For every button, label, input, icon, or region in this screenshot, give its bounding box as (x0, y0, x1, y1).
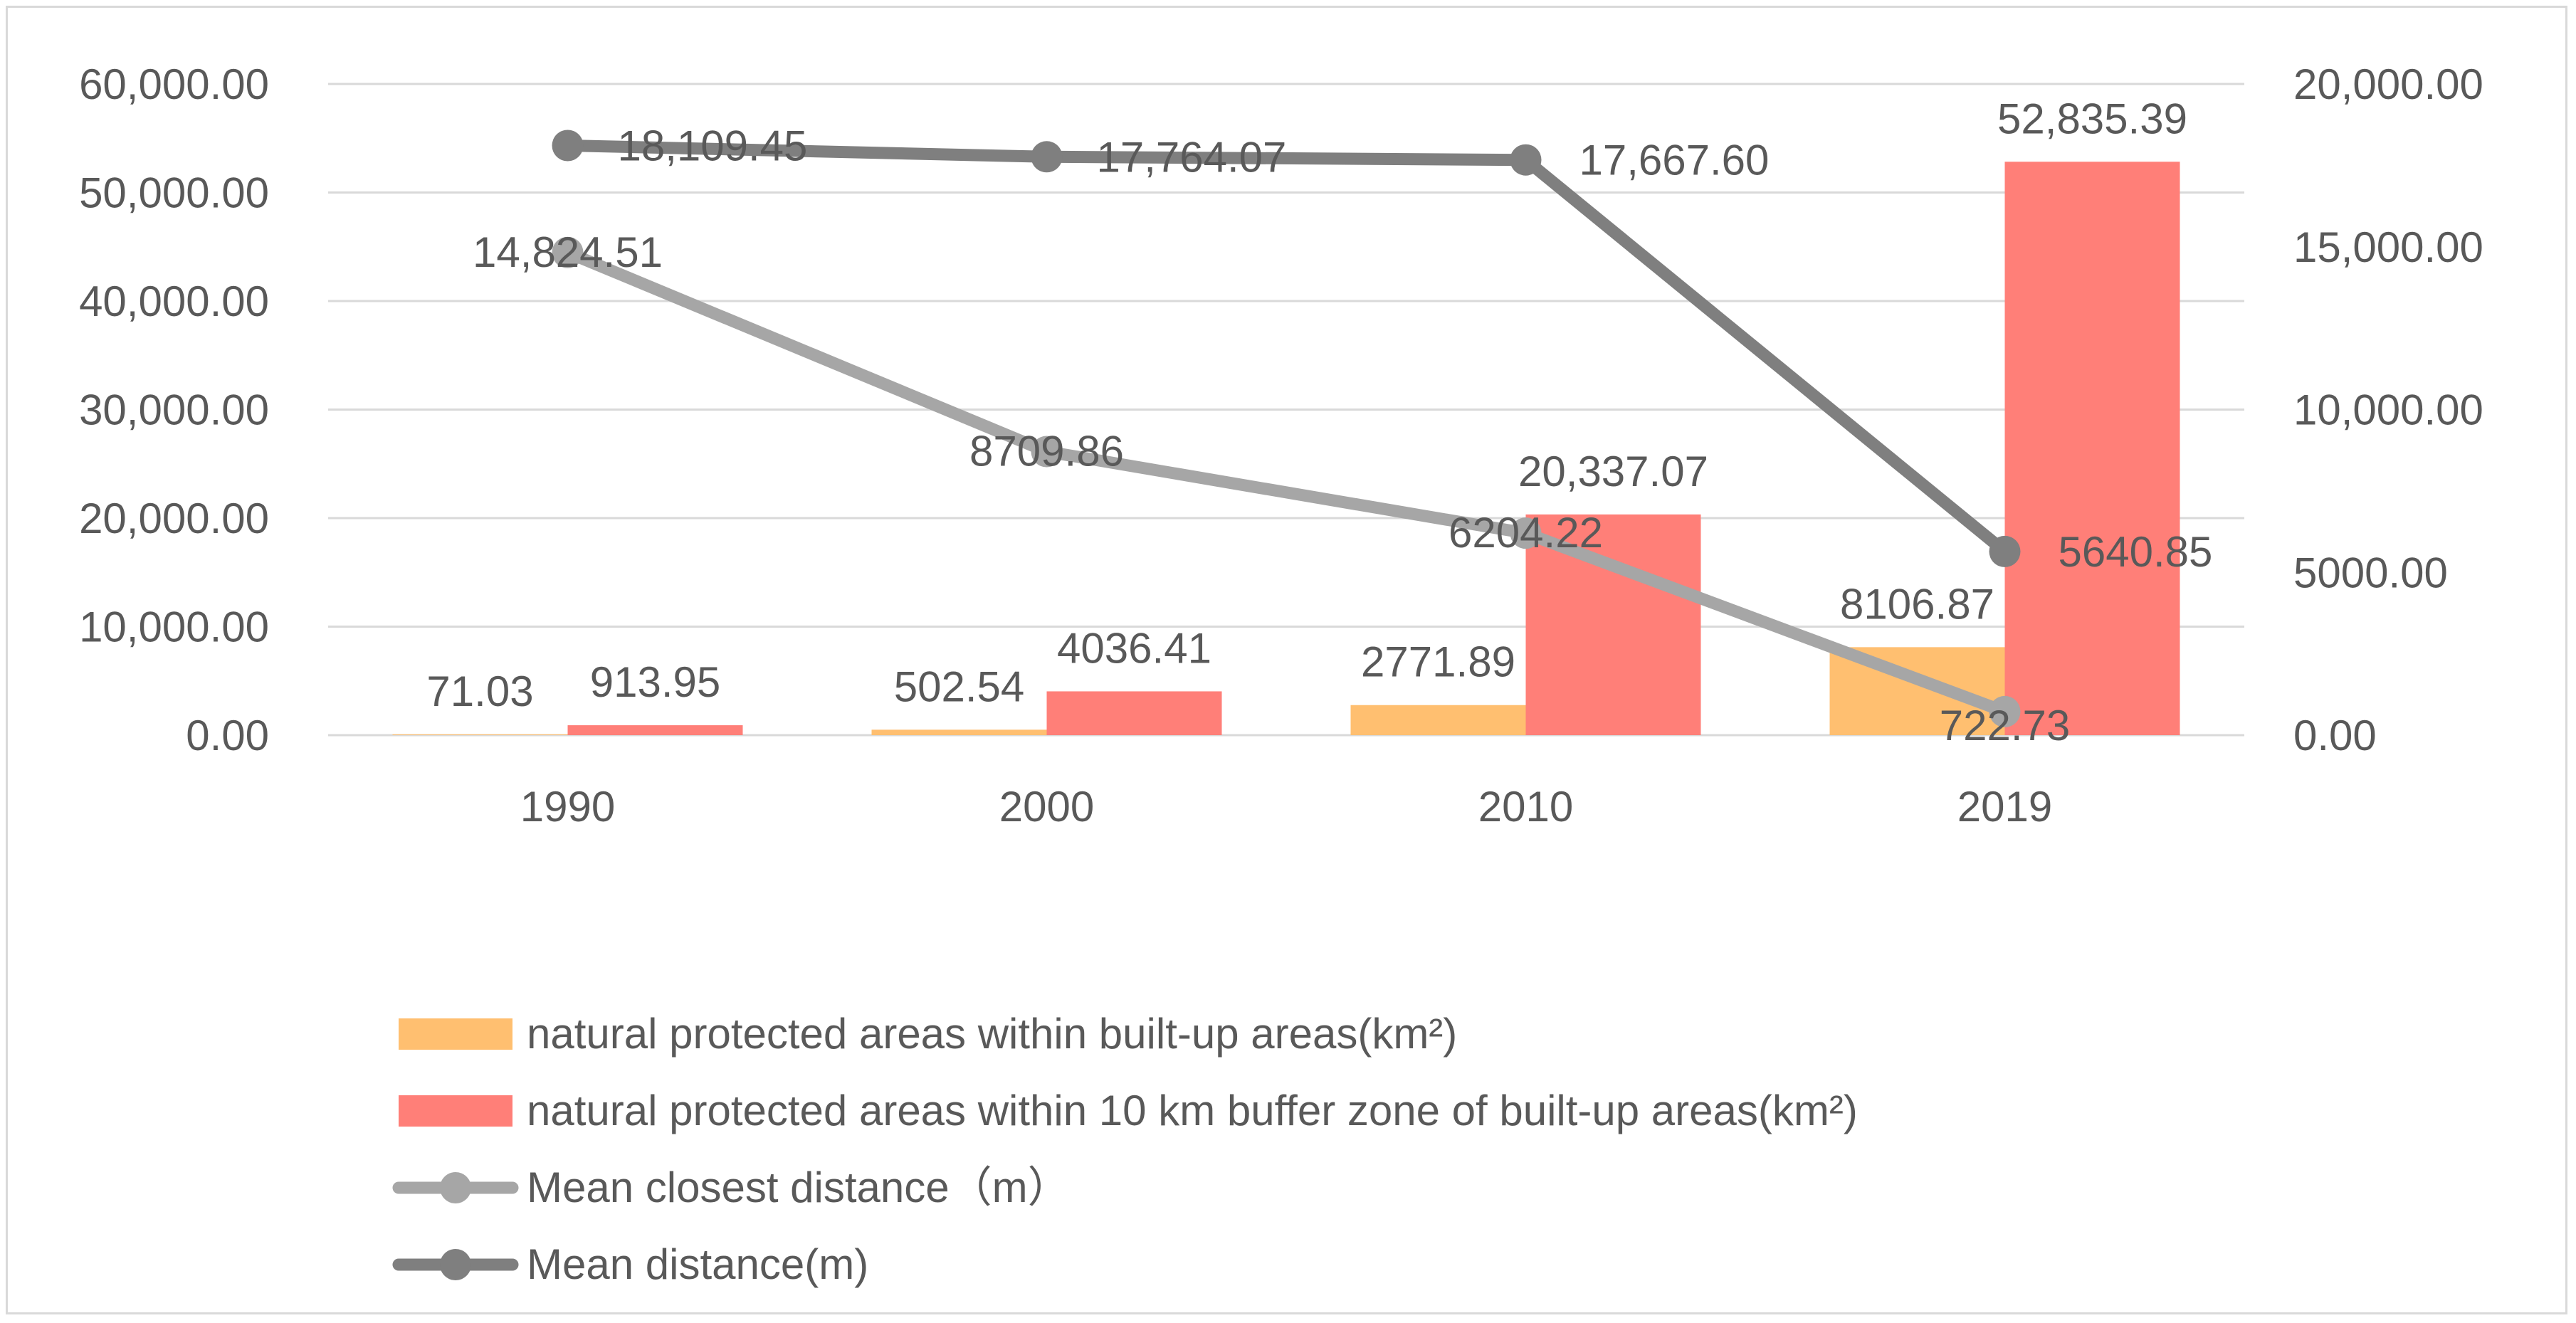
line-point (1031, 141, 1063, 173)
data-label: 5640.85 (2059, 528, 2213, 576)
legend: natural protected areas within built-up … (392, 1010, 1858, 1288)
left-tick-label: 40,000.00 (79, 278, 269, 325)
bar (1350, 705, 1526, 735)
legend-swatch (399, 1018, 512, 1050)
data-label: 722.73 (1940, 702, 2071, 749)
data-label: 18,109.45 (618, 122, 808, 169)
data-label: 2771.89 (1361, 638, 1515, 686)
right-tick-label: 15,000.00 (2293, 223, 2483, 271)
x-tick-label: 1990 (520, 783, 615, 831)
bar (2004, 162, 2180, 735)
bar (567, 725, 743, 735)
line-point (1989, 695, 2021, 727)
legend-label: Mean closest distance（m） (527, 1164, 1071, 1211)
legend-marker (440, 1172, 471, 1203)
data-label: 17,764.07 (1097, 133, 1287, 181)
line-point (1510, 517, 1542, 549)
left-tick-label: 20,000.00 (79, 495, 269, 542)
data-label: 8709.86 (969, 428, 1124, 475)
right-tick-label: 10,000.00 (2293, 386, 2483, 434)
series-line (562, 139, 2011, 558)
bar (1525, 514, 1701, 735)
line-point (1989, 535, 2021, 567)
data-label: 52,835.39 (1997, 95, 2187, 142)
data-label: 6204.22 (1449, 509, 1603, 557)
right-tick-label: 20,000.00 (2293, 60, 2483, 108)
data-label: 17,667.60 (1579, 137, 1770, 184)
data-label: 71.03 (426, 668, 533, 715)
x-axis: 1990 2000 2010 2019 (520, 783, 2052, 831)
bar (871, 729, 1047, 735)
legend-label: Mean distance(m) (527, 1240, 868, 1288)
series-line (562, 246, 2011, 718)
bar-series (392, 162, 2180, 735)
line-series (552, 130, 2021, 727)
line-point (552, 236, 584, 268)
line-point (1031, 436, 1063, 468)
right-tick-label: 0.00 (2293, 712, 2377, 759)
line-point (1510, 144, 1542, 176)
right-y-axis: 0.00 5000.00 10,000.00 15,000.00 20,000.00 (2293, 60, 2483, 759)
right-tick-label: 5000.00 (2293, 549, 2448, 596)
data-label: 502.54 (894, 663, 1025, 710)
left-tick-label: 50,000.00 (79, 169, 269, 217)
left-tick-label: 30,000.00 (79, 386, 269, 434)
bar (1046, 691, 1222, 735)
data-labels: 71.03 502.54 2771.89 8106.87 913.95 4036.41 20… (426, 95, 2212, 749)
legend-label: natural protected areas within 10 km buf… (527, 1087, 1858, 1134)
data-label: 20,337.07 (1518, 448, 1708, 495)
legend-label: natural protected areas within built-up … (527, 1010, 1457, 1058)
x-tick-label: 2010 (1478, 783, 1573, 831)
legend-marker (440, 1249, 471, 1280)
gridlines (328, 83, 2244, 737)
bar (392, 734, 568, 735)
left-tick-label: 0.00 (186, 712, 269, 759)
left-y-axis: 0.00 10,000.00 20,000.00 30,000.00 40,000.00… (79, 60, 269, 759)
data-label: 14,824.51 (473, 228, 663, 276)
x-tick-label: 2019 (1957, 783, 2052, 831)
left-tick-label: 10,000.00 (79, 603, 269, 651)
legend-swatch (399, 1095, 512, 1127)
data-label: 913.95 (590, 658, 721, 706)
x-tick-label: 2000 (999, 783, 1094, 831)
line-point (552, 130, 584, 162)
data-label: 4036.41 (1057, 624, 1211, 672)
data-label: 8106.87 (1840, 580, 1994, 628)
left-tick-label: 60,000.00 (79, 60, 269, 108)
